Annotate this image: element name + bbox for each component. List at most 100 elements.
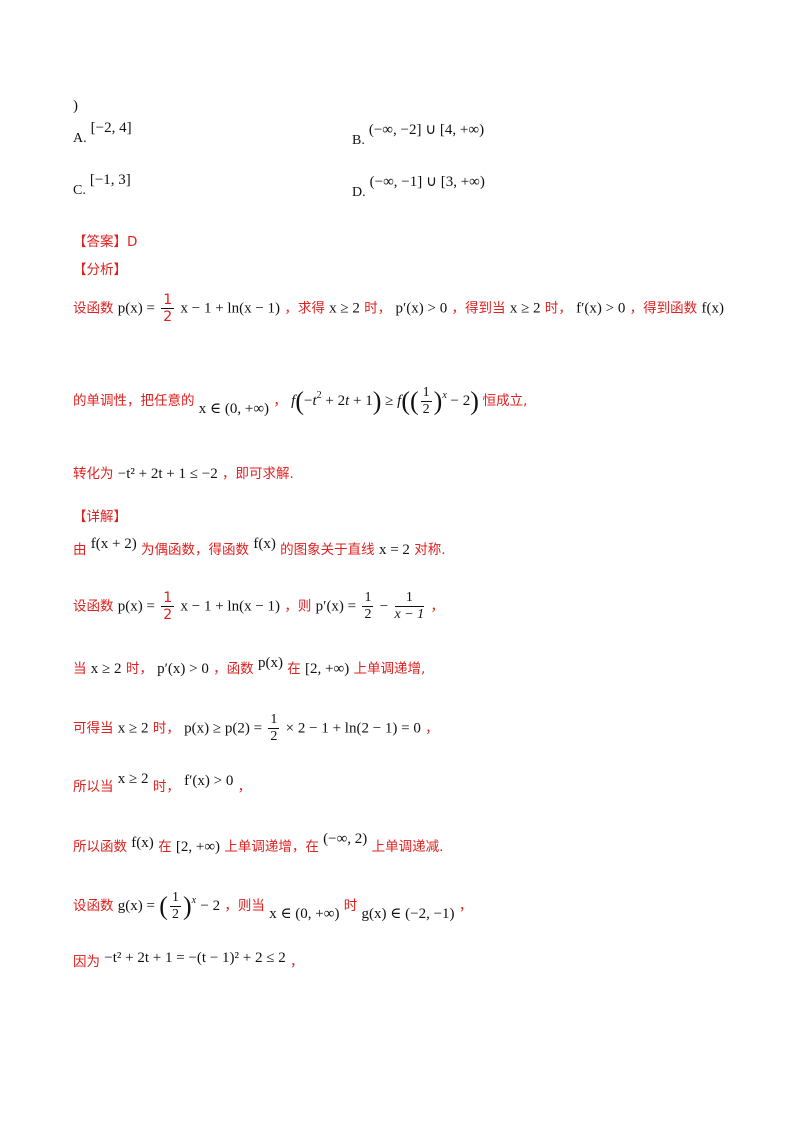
option-c-value: [−1, 3] xyxy=(89,172,131,188)
text: 恒成立, xyxy=(482,392,528,409)
text: 设函数 xyxy=(73,897,114,914)
text: 设函数 xyxy=(73,300,114,317)
math: f′(x) > 0 xyxy=(576,300,626,317)
text: 因为 xyxy=(73,954,100,970)
text: ， xyxy=(430,598,444,615)
half-power-x: (1 2)x xyxy=(159,890,197,922)
text: 的图象关于直线 xyxy=(280,542,375,558)
text: 由 xyxy=(73,542,87,558)
text: 对称. xyxy=(414,542,446,558)
minus-sign: − xyxy=(379,598,389,615)
text: 转化为 xyxy=(73,466,114,482)
math: x ≥ 2 xyxy=(90,661,122,677)
math: [2, +∞) xyxy=(305,661,350,677)
text: ， xyxy=(290,954,304,970)
option-a[interactable]: A.[−2, 4] xyxy=(73,120,132,147)
detail-line-3: 当 x ≥ 2 时， p′(x) > 0 ，函数 p(x) 在 [2, +∞) … xyxy=(73,655,426,678)
text: ，求得 xyxy=(284,300,325,317)
math: f(x) xyxy=(131,835,154,851)
analysis-tag: 【分析】 xyxy=(73,262,127,278)
math: p(x) = xyxy=(117,598,155,615)
text: 时， xyxy=(544,300,572,317)
math: − 2 xyxy=(200,897,221,914)
text: 上单调递减. xyxy=(371,839,444,855)
math: x ≥ 2 xyxy=(509,300,541,317)
text: 设函数 xyxy=(73,598,114,615)
answer-line: 【答案】D xyxy=(73,230,137,250)
option-a-label: A. xyxy=(73,131,87,146)
text: 上单调递增，在 xyxy=(224,839,319,855)
option-b-value: (−∞, −2] ∪ [4, +∞) xyxy=(368,122,485,138)
text: 的单调性，把任意的 xyxy=(73,392,195,409)
text: ， xyxy=(425,720,439,737)
math: x ≥ 2 xyxy=(329,300,360,317)
text: 时， xyxy=(152,720,180,737)
math: f(x + 2) xyxy=(90,536,137,552)
detail-line-8: 因为 −t² + 2t + 1 = −(t − 1)² + 2 ≤ 2 ， xyxy=(73,950,304,971)
text: ，则当 xyxy=(224,897,265,914)
math: f′(x) > 0 xyxy=(184,773,234,789)
math: x ∈ (0, +∞) xyxy=(269,905,340,922)
option-c[interactable]: C.[−1, 3] xyxy=(73,172,131,199)
math: p(x) ≥ p(2) = xyxy=(184,720,263,737)
option-d-label: D. xyxy=(352,185,366,200)
math: −t² + 2t + 1 = −(t − 1)² + 2 ≤ 2 xyxy=(104,950,286,966)
text: 上单调递增, xyxy=(353,661,426,677)
option-c-label: C. xyxy=(73,183,86,198)
text: ，即可求解. xyxy=(222,466,294,482)
text: 当 xyxy=(73,661,87,677)
detail-line-5: 所以当 x ≥ 2 时， f′(x) > 0 ， xyxy=(73,771,252,796)
text: 可得当 xyxy=(73,720,114,737)
option-b-label: B. xyxy=(352,133,365,148)
option-a-value: [−2, 4] xyxy=(90,120,132,136)
text: 所以函数 xyxy=(73,839,127,855)
option-d[interactable]: D.(−∞, −1] ∪ [3, +∞) xyxy=(352,174,485,201)
math: −t² + 2t + 1 ≤ −2 xyxy=(117,466,218,482)
analysis-line-3: 转化为 −t² + 2t + 1 ≤ −2 ，即可求解. xyxy=(73,462,294,483)
detail-line-1: 由 f(x + 2) 为偶函数，得函数 f(x) 的图象关于直线 x = 2 对… xyxy=(73,536,446,559)
math: g(x) = xyxy=(117,897,155,914)
answer-tag: 【答案】 xyxy=(73,234,127,250)
math: g(x) ∈ (−2, −1) xyxy=(361,905,455,922)
math: x − 1 + ln(x − 1) xyxy=(180,598,281,615)
detail-tag: 【详解】 xyxy=(73,509,127,525)
answer-value: D xyxy=(127,234,138,250)
text: 所以当 xyxy=(73,779,114,795)
text: ，得到当 xyxy=(451,300,506,317)
math: f(x) xyxy=(253,536,276,552)
math: p(x) xyxy=(257,655,283,671)
text: ，则 xyxy=(284,598,312,615)
math: x = 2 xyxy=(378,542,410,558)
inequality-expression: f(−t2 + 2t + 1) ≥ f((1 2)x − 2) xyxy=(291,385,479,417)
math: p(x) = xyxy=(117,300,155,317)
top-paren: ) xyxy=(73,98,78,114)
detail-line-6: 所以函数 f(x) 在 [2, +∞) 上单调递增，在 (−∞, 2) 上单调递… xyxy=(73,831,444,856)
math: x ∈ (0, +∞) xyxy=(198,400,270,417)
math: x ≥ 2 xyxy=(117,720,149,737)
text: 在 xyxy=(287,661,301,677)
text: 时， xyxy=(364,300,392,317)
text: ，得到函数 xyxy=(629,300,698,317)
math: x − 1 + ln(x − 1) xyxy=(180,300,281,317)
text: ， xyxy=(458,897,473,914)
option-b[interactable]: B.(−∞, −2] ∪ [4, +∞) xyxy=(352,122,484,149)
text: ，函数 xyxy=(213,661,254,677)
text: 时， xyxy=(152,779,180,795)
math: f(x) xyxy=(701,300,724,317)
text: 时， xyxy=(125,661,153,677)
analysis-line-2: 的单调性，把任意的 x ∈ (0, +∞) ， f(−t2 + 2t + 1) … xyxy=(73,385,527,418)
math: x ≥ 2 xyxy=(117,771,149,787)
text: ， xyxy=(237,779,252,795)
math: p′(x) > 0 xyxy=(157,661,209,677)
option-d-value: (−∞, −1] ∪ [3, +∞) xyxy=(369,174,485,190)
detail-line-7: 设函数 g(x) = (1 2)x − 2 ，则当 x ∈ (0, +∞) 时 g… xyxy=(73,890,472,923)
math: (−∞, 2) xyxy=(323,831,368,847)
